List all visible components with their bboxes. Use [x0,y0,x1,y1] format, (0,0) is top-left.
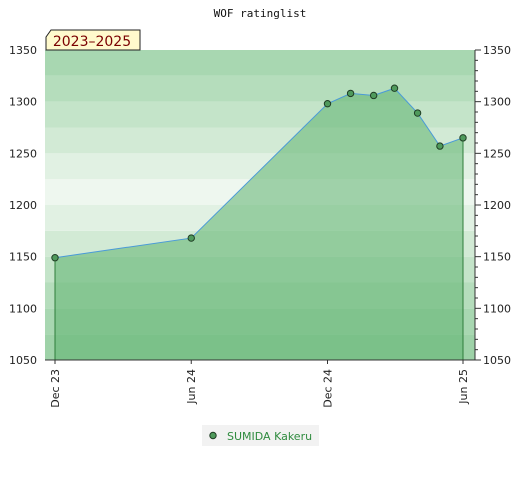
x-tick-label: Jun 25 [457,369,470,405]
background-band [45,50,475,76]
data-point [346,89,355,98]
x-tick-label: Jun 24 [185,369,198,405]
y-tick-label-right: 1100 [483,302,511,315]
legend-box [202,425,319,446]
background-band [45,75,475,102]
data-point [413,109,422,117]
y-tick-label-right: 1350 [483,44,511,57]
y-tick-label-left: 1050 [9,354,37,367]
data-point [369,91,378,100]
legend-marker [209,431,217,440]
data-point [51,254,59,262]
y-tick-label-left: 1100 [9,302,37,315]
chart-title: WOF ratinglist [214,7,307,20]
data-points [51,84,467,262]
data-point [436,142,444,150]
y-tick-label-right: 1200 [483,199,511,212]
axes: 1050 1050 1100 1100 1150 1150 1200 1200 1250 1250… [9,44,511,408]
y-tick-label-right: 1150 [483,251,511,264]
data-point [459,134,467,142]
y-tick-label-left: 1150 [9,251,37,264]
y-tick-label-left: 1350 [9,44,37,57]
x-tick-label: Dec 24 [321,369,334,408]
data-point [187,234,195,242]
data-point [390,84,399,92]
y-tick-label-left: 1200 [9,199,37,212]
series-area [55,88,463,360]
x-tick-label: Dec 23 [49,369,62,408]
y-tick-label-left: 1300 [9,96,37,109]
period-label: 2023–2025 [53,34,131,50]
period-badge: 2023–2025 [45,29,141,51]
legend-label: SUMIDA Kakeru [227,430,312,443]
y-tick-label-right: 1300 [483,96,511,109]
period-badge-background [45,29,141,51]
y-tick-label-right: 1250 [483,147,511,160]
data-point [323,100,332,108]
legend: SUMIDA Kakeru [202,425,319,446]
y-tick-label-right: 1050 [483,354,511,367]
y-tick-label-left: 1250 [9,147,37,160]
